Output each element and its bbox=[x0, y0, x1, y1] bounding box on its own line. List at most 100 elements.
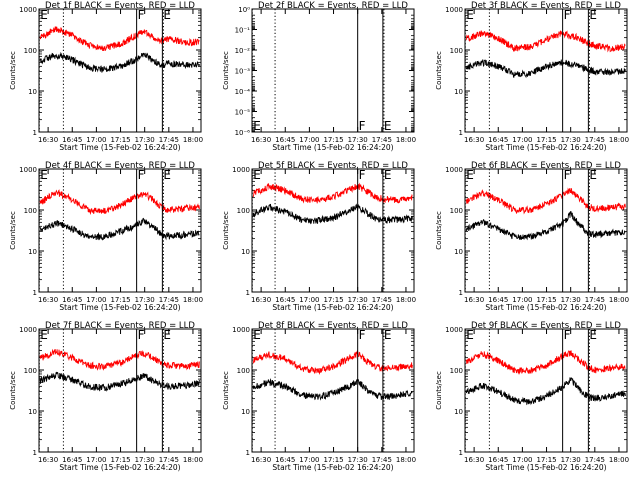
x-tick-label: 17:15 bbox=[323, 456, 343, 464]
x-tick-label: 16:30 bbox=[251, 296, 271, 304]
y-tick-label: 1 bbox=[33, 449, 37, 457]
x-axis-label: Start Time (15-Feb-02 16:24:20) bbox=[59, 143, 180, 152]
time-marker-label: E bbox=[163, 168, 171, 182]
x-tick-label: 16:45 bbox=[275, 456, 295, 464]
y-tick-label: 1000 bbox=[445, 6, 463, 14]
x-tick-label: 17:30 bbox=[561, 296, 581, 304]
time-marker-label: E bbox=[40, 8, 48, 22]
y-tick-label: 100 bbox=[450, 207, 463, 215]
plot-frame bbox=[464, 168, 628, 293]
series-lld-line bbox=[465, 187, 626, 215]
x-tick-label: 16:45 bbox=[62, 136, 82, 144]
x-tick-label: 17:45 bbox=[372, 136, 392, 144]
time-marker-label: F bbox=[359, 328, 366, 342]
y-tick-label: 10⁻² bbox=[235, 47, 251, 55]
series-events-line bbox=[39, 217, 200, 241]
x-tick-label: 16:45 bbox=[488, 456, 508, 464]
x-tick-label: 16:30 bbox=[464, 456, 484, 464]
x-tick-label: 17:30 bbox=[135, 136, 155, 144]
x-axis-label: Start Time (15-Feb-02 16:24:20) bbox=[272, 463, 393, 472]
x-tick-label: 16:30 bbox=[251, 136, 271, 144]
plot-frame bbox=[251, 8, 415, 133]
x-tick-label: 16:45 bbox=[62, 296, 82, 304]
x-tick-label: 17:00 bbox=[86, 296, 106, 304]
x-tick-label: 17:00 bbox=[299, 296, 319, 304]
time-marker-label: F bbox=[564, 168, 571, 182]
x-tick-label: 16:45 bbox=[275, 296, 295, 304]
x-tick-label: 18:00 bbox=[609, 296, 629, 304]
y-tick-label: 10 bbox=[28, 248, 37, 256]
x-tick-label: 17:00 bbox=[512, 456, 532, 464]
y-axis-label: Counts/sec bbox=[435, 51, 443, 90]
series-events-line bbox=[465, 210, 626, 241]
detector-plot-1: Det 1f BLACK = Events, RED = LLD Counts/s… bbox=[9, 1, 203, 152]
x-tick-label: 17:45 bbox=[585, 456, 605, 464]
y-tick-label: 1 bbox=[459, 449, 463, 457]
series-lld-line bbox=[465, 350, 626, 376]
y-axis-label: Counts/sec bbox=[9, 51, 17, 90]
x-tick-label: 17:15 bbox=[536, 136, 556, 144]
x-tick-label: 16:30 bbox=[38, 296, 58, 304]
y-tick-label: 1 bbox=[246, 449, 250, 457]
detector-plot-2: Det 2f BLACK = Events, RED = LLD Counts/s… bbox=[222, 1, 416, 152]
x-tick-label: 16:30 bbox=[38, 456, 58, 464]
x-axis-label: Start Time (15-Feb-02 16:24:20) bbox=[272, 303, 393, 312]
time-marker-label: E bbox=[384, 168, 392, 182]
x-tick-label: 17:45 bbox=[159, 456, 179, 464]
series-lld-line bbox=[252, 182, 413, 204]
x-tick-label: 17:30 bbox=[561, 136, 581, 144]
x-tick-label: 17:45 bbox=[585, 136, 605, 144]
x-tick-label: 17:00 bbox=[86, 456, 106, 464]
time-marker-label: E bbox=[466, 168, 474, 182]
time-marker-label: F bbox=[138, 168, 145, 182]
y-tick-label: 10 bbox=[241, 248, 250, 256]
x-tick-label: 18:00 bbox=[396, 456, 416, 464]
y-tick-label: 10 bbox=[28, 408, 37, 416]
x-axis-label: Start Time (15-Feb-02 16:24:20) bbox=[59, 463, 180, 472]
plot-frame bbox=[38, 168, 202, 293]
y-tick-label: 10⁻¹ bbox=[235, 27, 251, 35]
y-tick-label: 1 bbox=[459, 129, 463, 137]
time-marker-label: F bbox=[138, 328, 145, 342]
detector-plot-6: Det 6f BLACK = Events, RED = LLD Counts/s… bbox=[435, 161, 629, 312]
plot-frame bbox=[38, 328, 202, 453]
x-tick-label: 17:30 bbox=[135, 456, 155, 464]
time-marker-label: E bbox=[384, 328, 392, 342]
y-tick-label: 1000 bbox=[19, 326, 37, 334]
plot-title: Det 4f BLACK = Events, RED = LLD bbox=[45, 161, 195, 171]
x-tick-label: 17:15 bbox=[323, 136, 343, 144]
x-tick-label: 17:45 bbox=[585, 296, 605, 304]
x-tick-label: 17:15 bbox=[110, 296, 130, 304]
time-marker-label: E bbox=[163, 328, 171, 342]
y-tick-label: 100 bbox=[24, 47, 37, 55]
plot-title: Det 7f BLACK = Events, RED = LLD bbox=[45, 321, 195, 331]
x-tick-label: 18:00 bbox=[609, 456, 629, 464]
x-tick-label: 16:30 bbox=[464, 136, 484, 144]
x-tick-label: 17:00 bbox=[512, 136, 532, 144]
x-axis-label: Start Time (15-Feb-02 16:24:20) bbox=[485, 143, 606, 152]
x-axis-label: Start Time (15-Feb-02 16:24:20) bbox=[272, 143, 393, 152]
y-tick-label: 100 bbox=[450, 367, 463, 375]
x-tick-label: 16:45 bbox=[62, 456, 82, 464]
detector-plot-5: Det 5f BLACK = Events, RED = LLD Counts/s… bbox=[222, 161, 416, 312]
x-tick-label: 17:30 bbox=[348, 296, 368, 304]
x-tick-label: 17:15 bbox=[110, 456, 130, 464]
series-events-line bbox=[252, 378, 413, 401]
x-tick-label: 16:30 bbox=[38, 136, 58, 144]
plot-frame bbox=[251, 168, 415, 293]
x-tick-label: 17:45 bbox=[159, 136, 179, 144]
y-tick-label: 10 bbox=[241, 408, 250, 416]
plot-frame bbox=[38, 8, 202, 133]
x-tick-label: 17:30 bbox=[561, 456, 581, 464]
y-axis-label: Counts/sec bbox=[222, 371, 230, 410]
y-tick-label: 10⁻⁴ bbox=[235, 88, 251, 96]
time-marker-label: E bbox=[253, 119, 261, 133]
y-tick-label: 100 bbox=[237, 367, 250, 375]
y-tick-label: 10⁰ bbox=[238, 6, 250, 14]
x-axis-label: Start Time (15-Feb-02 16:24:20) bbox=[59, 303, 180, 312]
plot-title: Det 6f BLACK = Events, RED = LLD bbox=[471, 161, 621, 171]
time-marker-label: F bbox=[359, 168, 366, 182]
x-tick-label: 17:15 bbox=[536, 296, 556, 304]
detector-plot-7: Det 7f BLACK = Events, RED = LLD Counts/s… bbox=[9, 321, 203, 472]
